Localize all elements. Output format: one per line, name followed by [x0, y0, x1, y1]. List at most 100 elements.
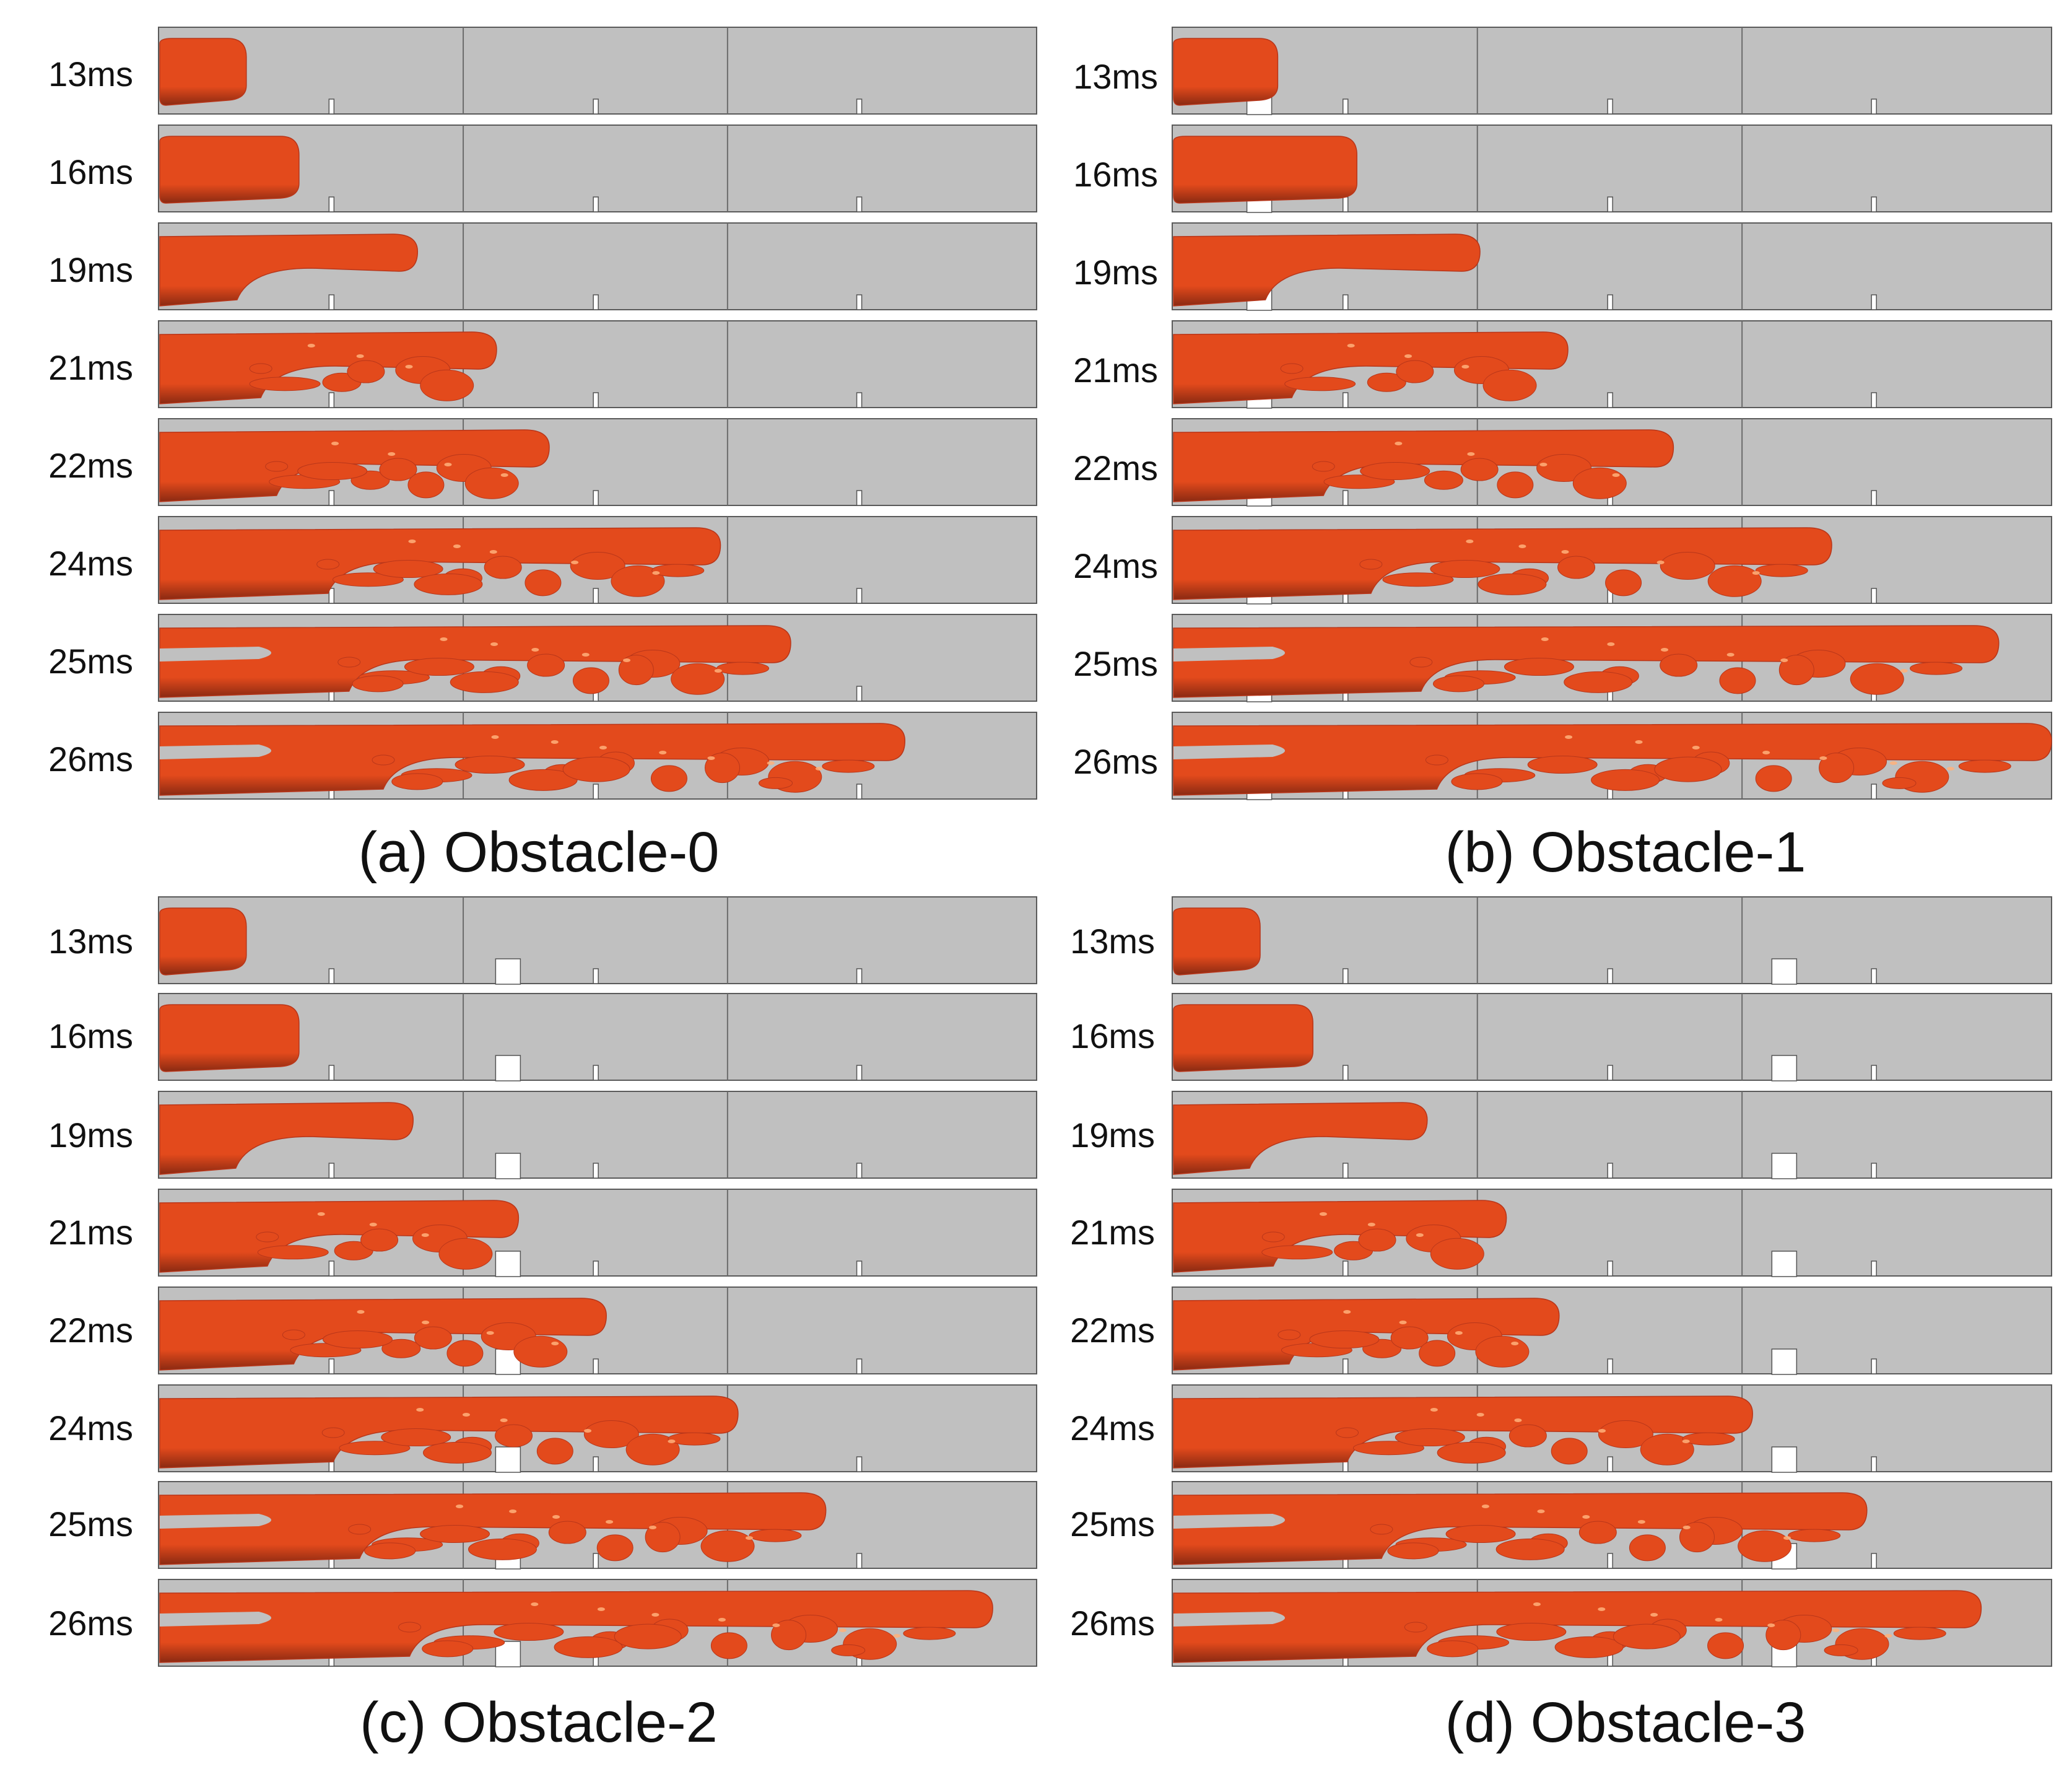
- flame-fragment: [495, 1424, 533, 1448]
- flame-fragment: [903, 1627, 956, 1640]
- bottom-vent: [856, 784, 863, 800]
- bottom-vent: [856, 98, 863, 115]
- bottom-vent: [856, 392, 863, 408]
- time-label: 19ms: [1073, 253, 1158, 292]
- flame-fragment: [1445, 1525, 1516, 1544]
- flame-fragment: [1824, 1644, 1858, 1656]
- flame-fragment: [1564, 671, 1633, 693]
- flame-highlight: [1455, 1331, 1463, 1335]
- flame-fragment: [1430, 1238, 1484, 1270]
- square-obstacle: [495, 1446, 521, 1473]
- flame-highlight: [462, 1413, 470, 1417]
- flame-highlight: [1561, 550, 1569, 554]
- unburnt-region: [1173, 647, 1285, 662]
- flame-fragment: [1910, 662, 1963, 675]
- time-label: 24ms: [1073, 546, 1158, 585]
- flame-highlight: [1518, 544, 1526, 548]
- bottom-vent: [328, 968, 335, 984]
- bottom-vent: [1871, 1163, 1877, 1179]
- flame-fragment: [414, 1326, 452, 1350]
- channel-snapshot: [158, 1189, 1037, 1277]
- flame-fragment: [321, 1427, 345, 1438]
- panel-a-channels: [158, 27, 1037, 800]
- flame-highlight: [1347, 344, 1355, 347]
- flame-fragment: [1367, 372, 1406, 392]
- flame-fragment: [771, 1620, 807, 1651]
- bottom-vent: [856, 1065, 863, 1081]
- flame-fragment: [1707, 565, 1762, 597]
- flame-fragment: [1578, 1521, 1617, 1544]
- channel-snapshot: [158, 1091, 1037, 1179]
- flame-fragment: [668, 1432, 721, 1446]
- flame-fragment: [1755, 564, 1808, 577]
- flame-highlight: [1476, 1413, 1484, 1417]
- square-obstacle: [1771, 1153, 1798, 1179]
- flame-fragment: [513, 1335, 568, 1368]
- time-label: 26ms: [1073, 742, 1158, 781]
- flame-fragment: [1312, 461, 1335, 472]
- flame-fragment: [1261, 1245, 1333, 1260]
- flame-fragment: [554, 1636, 623, 1658]
- flame-front: [159, 907, 247, 976]
- channel-snapshot: [158, 222, 1037, 310]
- flame-highlight: [1767, 1623, 1775, 1627]
- flame-fragment: [651, 564, 705, 577]
- flame-highlight: [1656, 561, 1665, 564]
- flame-front: [1173, 907, 1261, 976]
- flame-fragment: [583, 1420, 639, 1449]
- flame-fragment: [1788, 1529, 1841, 1542]
- flame-highlight: [1404, 354, 1413, 358]
- bottom-vent: [1607, 1065, 1613, 1081]
- flame-highlight: [388, 452, 396, 456]
- square-obstacle: [495, 1055, 521, 1081]
- bottom-vent: [1342, 98, 1349, 115]
- bottom-vent: [856, 588, 863, 604]
- panel-c-channels: [158, 896, 1037, 1667]
- flame-fragment: [700, 1530, 755, 1562]
- bottom-vent: [593, 1553, 599, 1569]
- flame-highlight: [456, 1505, 464, 1508]
- bottom-vent: [856, 1456, 863, 1472]
- bottom-vent: [1342, 294, 1349, 310]
- flame-highlight: [490, 642, 498, 646]
- bottom-vent: [593, 294, 599, 310]
- channel-snapshot: [1172, 320, 2052, 409]
- flame-highlight: [421, 1233, 429, 1237]
- flame-fragment: [1478, 573, 1547, 595]
- flame-fragment: [1395, 1428, 1465, 1447]
- panel-b-channels: [1172, 27, 2052, 800]
- flame-highlight: [1884, 1634, 1892, 1638]
- flame-fragment: [494, 1623, 564, 1641]
- flame-fragment: [645, 1522, 681, 1553]
- bottom-vent: [1607, 1260, 1613, 1277]
- flame-fragment: [1358, 1228, 1396, 1252]
- flame-highlight: [491, 735, 499, 739]
- time-label: 25ms: [1070, 1505, 1155, 1544]
- flame-fragment: [407, 471, 445, 499]
- flame-highlight: [1762, 751, 1770, 754]
- flame-fragment: [572, 667, 609, 694]
- flame-fragment: [1640, 1433, 1694, 1465]
- time-label: 19ms: [48, 250, 133, 289]
- bottom-vent: [1342, 1065, 1349, 1081]
- flame-highlight: [597, 1607, 605, 1611]
- flame-highlight: [649, 1526, 657, 1529]
- flame-fragment: [1598, 1420, 1653, 1449]
- flame-fragment: [1605, 569, 1642, 596]
- flame-highlight: [1682, 1439, 1690, 1443]
- unburnt-region: [1173, 1514, 1285, 1529]
- channel-snapshot: [158, 124, 1037, 212]
- square-obstacle: [1771, 958, 1798, 985]
- flame-highlight: [1946, 767, 1954, 771]
- flame-highlight: [1582, 1515, 1590, 1519]
- flame-front: [1173, 1590, 1982, 1663]
- flame-highlight: [1635, 740, 1643, 744]
- flame-fragment: [536, 1438, 573, 1465]
- panel-c-caption: (c) Obstacle-2: [360, 1691, 718, 1754]
- time-label: 21ms: [48, 1213, 133, 1252]
- flame-fragment: [1359, 559, 1383, 570]
- flame-fragment: [420, 369, 474, 401]
- flame-fragment: [1280, 363, 1304, 374]
- flame-front: [1173, 1004, 1313, 1072]
